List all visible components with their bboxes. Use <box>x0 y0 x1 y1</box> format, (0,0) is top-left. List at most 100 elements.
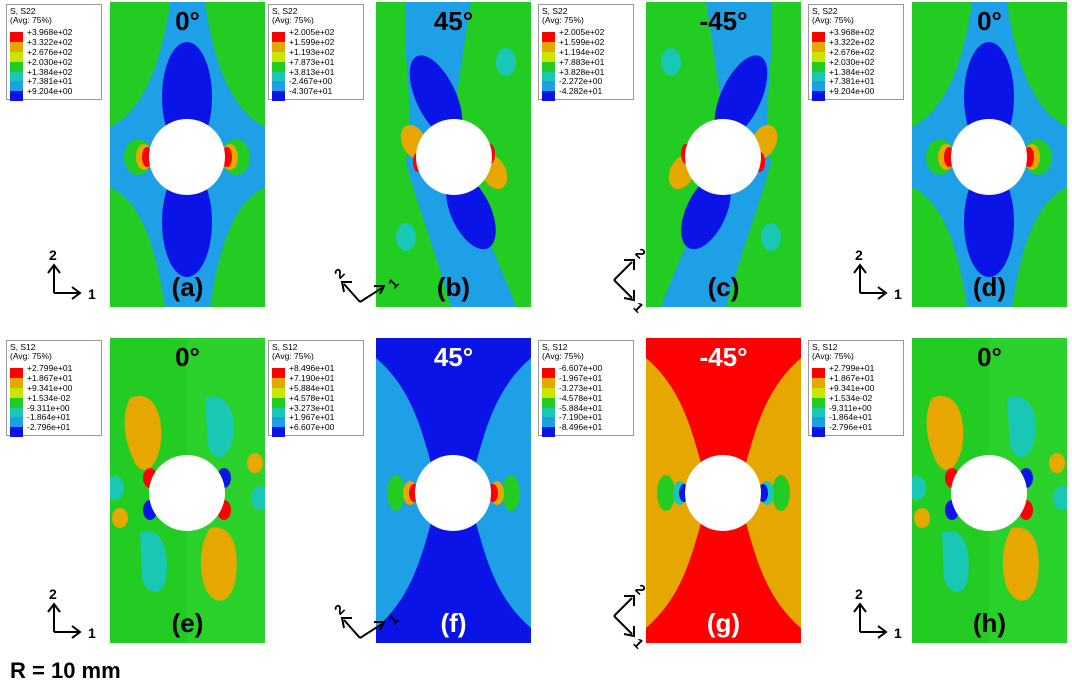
legend-value: -1.967e+01 <box>559 373 603 384</box>
legend-value: +7.381e+01 <box>27 76 73 87</box>
orientation-label: 45° <box>433 6 474 36</box>
legend-value: +3.968e+02 <box>27 27 73 38</box>
legend-title: S, S12 <box>10 342 36 352</box>
legend-value: -5.884e+01 <box>559 402 603 413</box>
legend-value: +3.813e+01 <box>289 66 335 77</box>
panel-tag: (f) <box>440 608 467 638</box>
legend-value: +1.867e+01 <box>27 373 73 384</box>
legend-value: +9.204e+00 <box>829 86 875 97</box>
legend-value: +2.030e+02 <box>829 56 875 67</box>
legend-value: -1.864e+01 <box>27 412 71 423</box>
axis-label-2: 2 <box>855 247 863 263</box>
orientation-label: 0° <box>977 6 1002 36</box>
legend-value: +3.273e+01 <box>289 402 335 413</box>
legend-avg: (Avg: 75%) <box>812 351 854 362</box>
legend-value: +1.599e+02 <box>559 37 605 48</box>
axis-label-2: 2 <box>855 586 863 602</box>
legend-title: S, S12 <box>542 342 568 352</box>
panel-h: 0° (h) <box>912 338 1067 643</box>
panel-tag: (g) <box>706 608 741 638</box>
legend-value: -4.282e+01 <box>559 86 603 97</box>
axis-label-1: 1 <box>88 625 96 641</box>
panel-tag: (a) <box>171 272 204 302</box>
axes-triad-c: 2 1 <box>613 246 649 314</box>
legend-a: S, S22 (Avg: 75%) +3.968e+02 +3.322e+02 … <box>6 4 102 102</box>
legend-value: -2.467e+00 <box>289 76 333 87</box>
legend-value: +1.384e+02 <box>829 66 875 77</box>
axis-label-1: 1 <box>385 275 402 292</box>
legend-value: -2.272e+00 <box>559 76 603 87</box>
axes-triad-b: 2 1 <box>331 265 402 303</box>
legend-value: +2.005e+02 <box>289 27 335 38</box>
panel-tag: (c) <box>707 272 740 302</box>
legend-value: +5.884e+01 <box>289 383 335 393</box>
axes-triad-f: 2 1 <box>331 601 402 639</box>
axes-triad-g: 2 1 <box>613 582 649 650</box>
orientation-label: 0° <box>175 6 200 36</box>
legend-value: +2.799e+01 <box>829 363 875 374</box>
legend-value: +1.534e-02 <box>27 392 71 403</box>
legend-title: S, S22 <box>272 6 298 16</box>
orientation-label: 45° <box>433 342 474 372</box>
legend-value: -6.607e+00 <box>559 363 603 374</box>
legend-h: S, S12 (Avg: 75%) +2.799e+01 +1.867e+01 … <box>808 340 904 438</box>
legend-value: +9.341e+00 <box>829 383 875 393</box>
contour-plot-a <box>110 2 265 307</box>
legend-value: +8.496e+01 <box>289 363 335 374</box>
panel-f: 45° (f) <box>376 338 531 643</box>
contour-plot-f <box>376 338 531 643</box>
axes-triad-d: 2 1 <box>853 247 902 302</box>
legend-value: +2.005e+02 <box>559 27 605 38</box>
panel-a: 0° (a) <box>110 2 265 307</box>
panel-b: 45° (b) <box>376 2 531 307</box>
legend-value: +4.578e+01 <box>289 392 335 403</box>
legend-b: S, S22 (Avg: 75%) +2.005e+02 +1.599e+02 … <box>268 4 364 102</box>
legend-value: +6.607e+00 <box>289 422 335 433</box>
axis-label-1: 1 <box>630 635 647 650</box>
legend-value: +1.194e+02 <box>559 47 605 57</box>
legend-value: -7.190e+01 <box>559 412 603 423</box>
legend-value: +7.883e+01 <box>559 56 605 67</box>
legend-value: +3.828e+01 <box>559 66 605 77</box>
legend-value: +1.193e+02 <box>289 47 335 57</box>
legend-value: +1.599e+02 <box>289 37 335 48</box>
axes-triad-a: 2 1 <box>47 247 96 302</box>
orientation-label: 0° <box>977 342 1002 372</box>
legend-d: S, S22 (Avg: 75%) +3.968e+02 +3.322e+02 … <box>808 4 904 102</box>
legend-value: +2.030e+02 <box>27 56 73 67</box>
legend-value: +3.322e+02 <box>27 37 73 48</box>
legend-title: S, S12 <box>272 342 298 352</box>
legend-avg: (Avg: 75%) <box>812 15 854 26</box>
legend-e: S, S12 (Avg: 75%) +2.799e+01 +1.867e+01 … <box>6 340 102 438</box>
legend-value: +7.190e+01 <box>289 373 335 384</box>
contour-plot-g <box>646 338 801 643</box>
legend-title: S, S22 <box>542 6 568 16</box>
legend-value: -2.796e+01 <box>27 422 71 433</box>
legend-value: +1.534e-02 <box>829 392 873 403</box>
axis-label-2: 2 <box>331 265 348 282</box>
panel-d: 0° (d) <box>912 2 1067 307</box>
orientation-label: 0° <box>175 342 200 372</box>
panel-tag: (b) <box>436 272 471 302</box>
panel-tag: (h) <box>972 608 1007 638</box>
legend-c: S, S22 (Avg: 75%) +2.005e+02 +1.599e+02 … <box>538 4 634 102</box>
legend-value: +7.381e+01 <box>829 76 875 87</box>
legend-value: -3.273e+01 <box>559 383 603 393</box>
panel-c: -45° (c) <box>646 2 801 307</box>
legend-value: +1.967e+01 <box>289 412 335 423</box>
legend-value: -9.311e+00 <box>27 402 70 413</box>
axes-triad-h: 2 1 <box>853 586 902 641</box>
panel-e: 0° (e) <box>110 338 265 643</box>
legend-title: S, S12 <box>812 342 838 352</box>
contour-plot-h <box>912 338 1067 643</box>
orientation-label: -45° <box>699 342 748 372</box>
axis-label-2: 2 <box>331 601 348 618</box>
panel-tag: (e) <box>171 608 204 638</box>
legend-value: -8.496e+01 <box>559 422 603 433</box>
legend-value: -4.578e+01 <box>559 392 603 403</box>
legend-avg: (Avg: 75%) <box>10 351 52 362</box>
orientation-label: -45° <box>699 6 748 36</box>
legend-value: +7.873e+01 <box>289 56 335 67</box>
panel-g: -45° (g) <box>646 338 801 643</box>
radius-caption: R = 10 mm <box>10 658 121 683</box>
